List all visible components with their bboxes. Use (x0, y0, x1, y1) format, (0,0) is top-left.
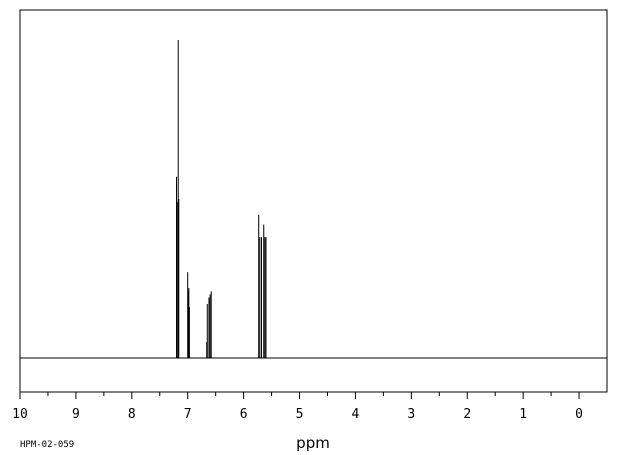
x-tick-label: 10 (12, 407, 28, 422)
x-tick-label: 6 (240, 407, 248, 422)
x-tick-label: 5 (296, 407, 304, 422)
x-tick-label: 4 (352, 407, 360, 422)
spectrum-code: HPM-02-059 (20, 440, 74, 450)
x-tick-label: 9 (72, 407, 80, 422)
peak-group (176, 40, 267, 358)
plot-frame (19, 9, 608, 393)
x-axis-tick-labels: 10 9 8 7 6 5 4 3 2 1 0 (12, 407, 583, 422)
x-tick-label: 7 (184, 407, 192, 422)
x-axis-ticks (19, 392, 580, 399)
x-tick-label: 3 (407, 407, 415, 422)
x-tick-label: 2 (463, 407, 471, 422)
x-tick-label: 0 (575, 407, 583, 422)
x-tick-label: 1 (519, 407, 527, 422)
x-axis-title: ppm (296, 434, 330, 452)
x-tick-label: 8 (128, 407, 136, 422)
